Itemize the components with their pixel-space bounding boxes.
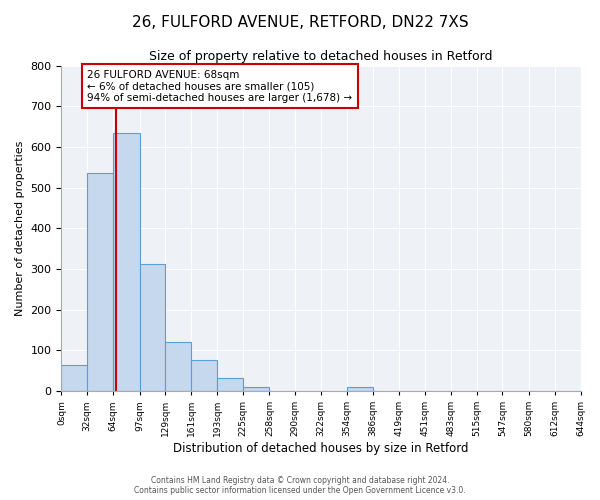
X-axis label: Distribution of detached houses by size in Retford: Distribution of detached houses by size … [173, 442, 469, 455]
Y-axis label: Number of detached properties: Number of detached properties [15, 140, 25, 316]
Bar [61, 364, 87, 391]
Bar [347, 387, 373, 391]
Bar [87, 174, 113, 391]
Text: Contains HM Land Registry data © Crown copyright and database right 2024.
Contai: Contains HM Land Registry data © Crown c… [134, 476, 466, 495]
Bar [113, 132, 140, 391]
Bar [243, 386, 269, 391]
Bar [217, 378, 243, 391]
Bar [166, 342, 191, 391]
Text: 26 FULFORD AVENUE: 68sqm
← 6% of detached houses are smaller (105)
94% of semi-d: 26 FULFORD AVENUE: 68sqm ← 6% of detache… [87, 70, 352, 103]
Text: 26, FULFORD AVENUE, RETFORD, DN22 7XS: 26, FULFORD AVENUE, RETFORD, DN22 7XS [131, 15, 469, 30]
Title: Size of property relative to detached houses in Retford: Size of property relative to detached ho… [149, 50, 493, 63]
Bar [191, 360, 217, 391]
Bar [140, 264, 166, 391]
